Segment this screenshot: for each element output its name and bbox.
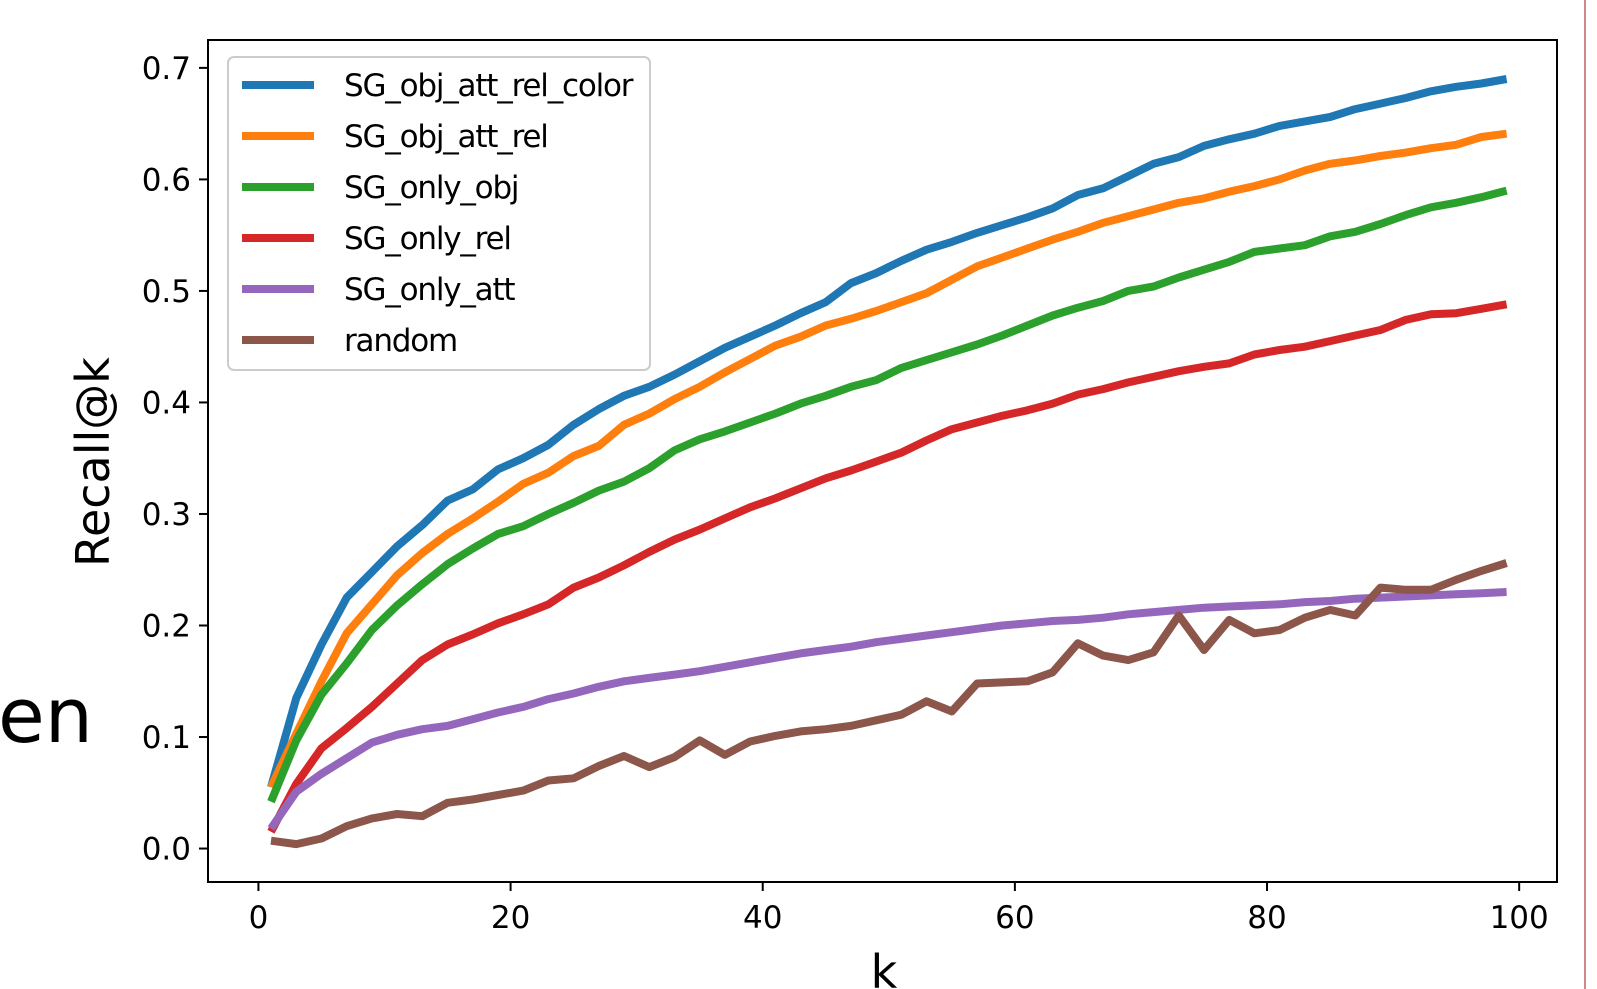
y-tick-label: 0.4	[142, 385, 191, 421]
series-line-SG_obj_att_rel_color	[267, 75, 1508, 789]
x-tick-label: 100	[1490, 900, 1549, 936]
y-tick-label: 0.3	[142, 497, 191, 533]
series-line-SG_obj_att_rel	[267, 129, 1508, 789]
legend-label-random: random	[344, 323, 457, 359]
legend-label-SG_only_rel: SG_only_rel	[344, 221, 511, 257]
y-tick-label: 0.2	[142, 608, 191, 644]
legend-label-SG_only_att: SG_only_att	[344, 272, 515, 308]
y-tick-label: 0.0	[142, 832, 191, 868]
y-tick-label: 0.5	[142, 274, 191, 310]
x-tick-label: 40	[743, 900, 782, 936]
x-axis: 0 20 40 60 80 100	[249, 882, 1549, 936]
x-tick-label: 60	[995, 900, 1034, 936]
x-tick-label: 20	[491, 900, 530, 936]
clipped-left-text: en	[0, 671, 93, 760]
series-layer	[267, 75, 1508, 849]
series-line-SG_only_att	[267, 588, 1507, 831]
y-axis: 0.0 0.1 0.2 0.3 0.4 0.5 0.6 0.7	[142, 51, 208, 868]
legend-label-SG_obj_att_rel_color: SG_obj_att_rel_color	[344, 68, 634, 104]
x-tick-label: 80	[1247, 900, 1286, 936]
legend-label-SG_obj_att_rel: SG_obj_att_rel	[344, 119, 548, 155]
x-tick-label: 0	[249, 900, 269, 936]
y-axis-label: Recall@k	[66, 357, 120, 567]
series-line-random	[270, 559, 1508, 849]
series-line-SG_only_obj	[267, 186, 1508, 804]
x-axis-label: k	[871, 945, 898, 989]
plot-frame	[207, 39, 1558, 883]
legend-box	[227, 56, 651, 371]
y-tick-label: 0.6	[142, 162, 191, 198]
y-tick-label: 0.7	[142, 51, 191, 87]
series-line-SG_only_rel	[267, 300, 1508, 834]
legend: SG_obj_att_rel_color SG_obj_att_rel SG_onl…	[227, 56, 651, 371]
y-tick-label: 0.1	[142, 720, 191, 756]
legend-label-SG_only_obj: SG_only_obj	[344, 170, 518, 206]
